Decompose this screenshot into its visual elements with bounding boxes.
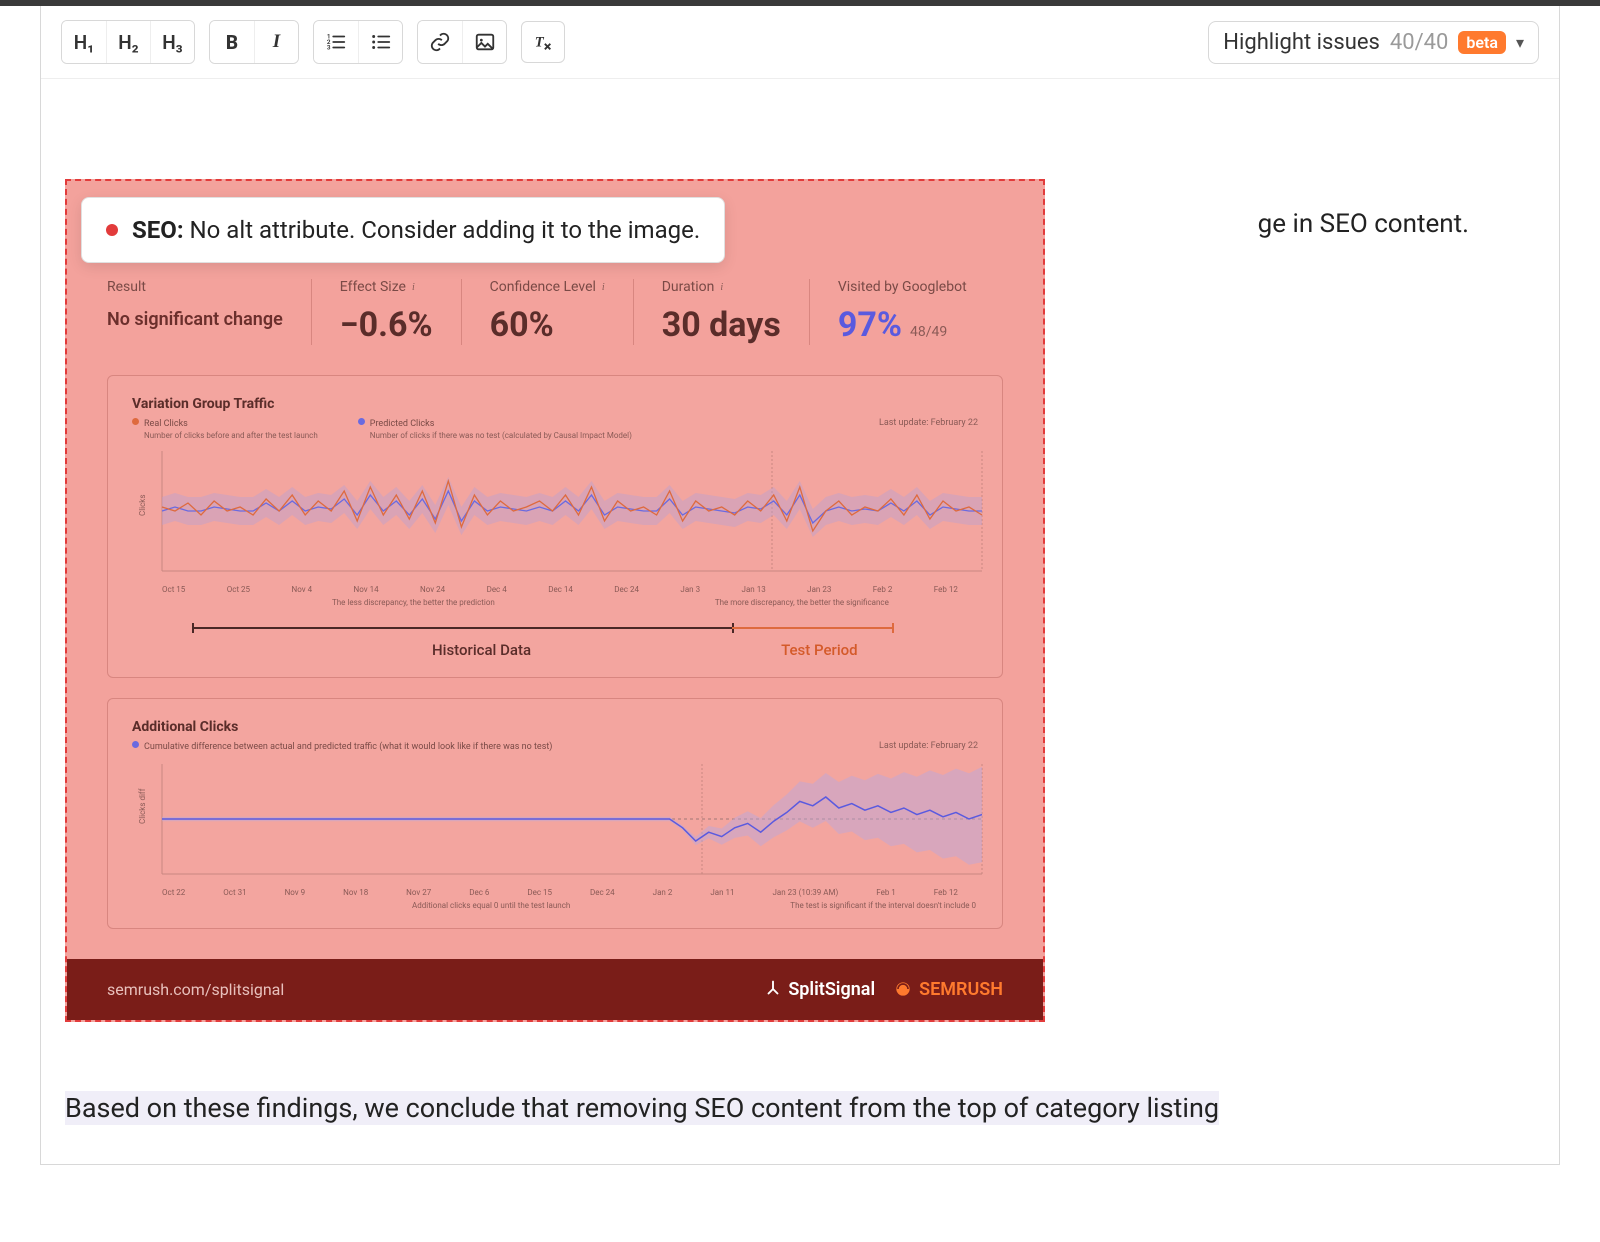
stat-label: Confidence Leveli: [490, 279, 605, 295]
chart-plot: Clicks diff: [132, 764, 978, 884]
style-group: B I: [209, 20, 299, 64]
brand-splitsignal: SplitSignal: [764, 979, 875, 1000]
y-axis-label: Clicks diff: [138, 788, 147, 823]
splitsignal-icon: [764, 980, 782, 998]
info-icon: i: [720, 282, 723, 293]
chevron-down-icon: ▾: [1516, 33, 1524, 52]
legend-real: Real Clicks: [132, 418, 318, 431]
stat-label: Result: [107, 279, 283, 295]
variation-traffic-chart: Variation Group Traffic Real Clicks Numb…: [107, 375, 1003, 678]
stat-sub: 48/49: [910, 324, 947, 340]
report-footer: semrush.com/splitsignal SplitSignal SEMR…: [67, 959, 1043, 1020]
severity-dot-icon: [106, 224, 118, 236]
unordered-list-button[interactable]: [358, 21, 402, 63]
chart2-svg: [132, 764, 992, 884]
legend-pred-sub: Number of clicks if there was no test (c…: [370, 431, 632, 441]
info-icon: i: [602, 282, 605, 293]
partial-paragraph-text: ge in SEO content.: [1258, 209, 1469, 239]
stat-result: Result No significant change: [107, 279, 311, 345]
stat-label: Durationi: [662, 279, 781, 295]
clear-format-icon: T: [532, 31, 554, 53]
bold-button[interactable]: B: [210, 21, 254, 63]
chart2-xticks: Oct 22Oct 31Nov 9Nov 18Nov 27Dec 6Dec 15…: [162, 888, 958, 897]
image-button[interactable]: [462, 21, 506, 63]
heading-group: H₁ H₂ H₃: [61, 20, 195, 64]
chart-legend: Cumulative difference between actual and…: [132, 741, 978, 754]
editor-body: ge in SEO content. SEO: No alt attribute…: [41, 179, 1559, 1164]
semrush-icon: [893, 979, 913, 999]
chart-caption-right: The test is significant if the interval …: [790, 901, 976, 910]
stat-label: Visited by Googlebot: [838, 279, 967, 295]
stat-value: 97%48/49: [838, 305, 967, 345]
info-icon: i: [412, 282, 415, 293]
stat-value: 60%: [490, 305, 605, 345]
stat-duration: Durationi 30 days: [633, 279, 809, 345]
brand-semrush: SEMRUSH: [893, 979, 1003, 1000]
ordered-list-icon: 123: [325, 31, 347, 53]
clear-format-button[interactable]: T: [521, 21, 565, 63]
chart-caption-right: The more discrepancy, the better the sig…: [715, 598, 889, 607]
insert-group: [417, 20, 507, 64]
legend-cumulative: Cumulative difference between actual and…: [132, 741, 552, 754]
italic-button[interactable]: I: [254, 21, 298, 63]
highlight-count: 40/40: [1390, 30, 1449, 55]
chart-caption-left: Additional clicks equal 0 until the test…: [412, 901, 570, 910]
chart-plot: Clicks: [132, 451, 978, 581]
list-group: 123: [313, 20, 403, 64]
stat-value: −0.6%: [340, 305, 433, 345]
svg-text:T: T: [535, 35, 545, 51]
editor-toolbar: H₁ H₂ H₃ B I 123 T: [41, 6, 1559, 79]
beta-badge: beta: [1458, 31, 1506, 54]
tooltip-text: SEO: No alt attribute. Consider adding i…: [132, 216, 700, 244]
chart1-svg: [132, 451, 992, 581]
legend-pred: Predicted Clicks: [358, 418, 632, 431]
link-button[interactable]: [418, 21, 462, 63]
chart-title: Additional Clicks: [132, 719, 978, 735]
period-labels: Historical Data Test Period: [132, 641, 978, 659]
h3-button[interactable]: H₃: [150, 21, 194, 63]
last-update: Last update: February 22: [879, 418, 978, 428]
image-icon: [474, 31, 496, 53]
stat-confidence: Confidence Leveli 60%: [461, 279, 633, 345]
unordered-list-icon: [370, 31, 392, 53]
stat-value: No significant change: [107, 309, 283, 330]
h1-button[interactable]: H₁: [62, 21, 106, 63]
link-icon: [429, 31, 451, 53]
period-historical: Historical Data: [432, 641, 531, 659]
conclusion-text: Based on these findings, we conclude tha…: [65, 1091, 1219, 1125]
tooltip-msg: No alt attribute. Consider adding it to …: [190, 216, 701, 244]
ordered-list-button[interactable]: 123: [314, 21, 358, 63]
period-bar: [132, 621, 978, 635]
stat-label: Effect Sizei: [340, 279, 433, 295]
h2-button[interactable]: H₂: [106, 21, 150, 63]
svg-text:3: 3: [327, 43, 331, 51]
highlight-issues-dropdown[interactable]: Highlight issues 40/40 beta ▾: [1208, 21, 1539, 64]
last-update: Last update: February 22: [879, 741, 978, 751]
stats-row: Result No significant change Effect Size…: [107, 279, 1003, 345]
seo-issue-tooltip: SEO: No alt attribute. Consider adding i…: [81, 197, 725, 263]
additional-clicks-chart: Additional Clicks Cumulative difference …: [107, 698, 1003, 929]
stat-effect: Effect Sizei −0.6%: [311, 279, 461, 345]
chart-legend: Real Clicks Number of clicks before and …: [132, 418, 978, 441]
editor-frame: H₁ H₂ H₃ B I 123 T: [40, 6, 1560, 1165]
highlighted-image-block[interactable]: Summary Result No significant change Eff…: [65, 179, 1045, 1022]
report-summary: Summary Result No significant change Eff…: [67, 181, 1043, 929]
chart-title: Variation Group Traffic: [132, 396, 978, 412]
stat-value: 30 days: [662, 305, 781, 345]
footer-url: semrush.com/splitsignal: [107, 980, 284, 999]
period-test: Test Period: [781, 641, 858, 659]
chart1-xticks: Oct 15Oct 25Nov 4Nov 14Nov 24Dec 4Dec 14…: [162, 585, 958, 594]
stat-googlebot: Visited by Googlebot 97%48/49: [809, 279, 995, 345]
legend-real-sub: Number of clicks before and after the te…: [144, 431, 318, 441]
y-axis-label: Clicks: [138, 495, 147, 516]
chart-caption-left: The less discrepancy, the better the pre…: [332, 598, 495, 607]
tooltip-tag: SEO:: [132, 216, 184, 244]
highlight-label: Highlight issues: [1223, 30, 1380, 55]
